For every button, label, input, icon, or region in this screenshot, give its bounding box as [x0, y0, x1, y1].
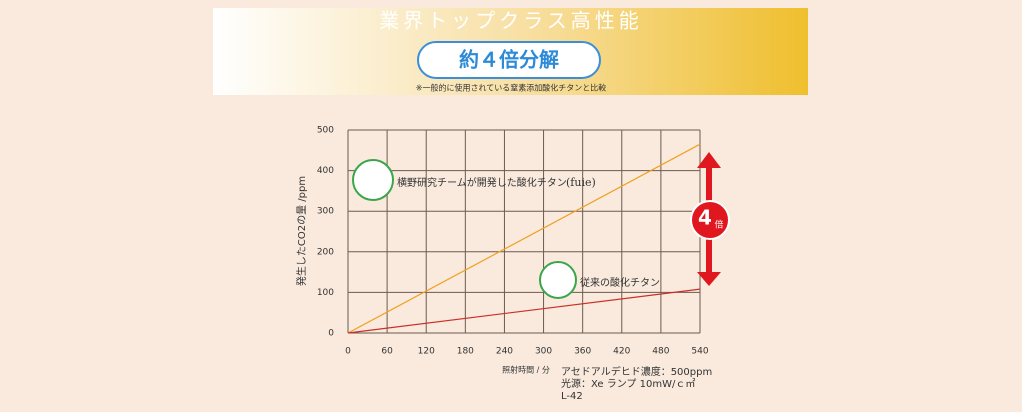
badge-text: 約４倍分解	[459, 48, 559, 72]
x-tick-label: 360	[574, 347, 591, 357]
y-tick-label: 500	[317, 126, 334, 136]
x-tick-label: 480	[652, 347, 669, 357]
x-axis-label: 照射時間 / 分	[502, 365, 550, 375]
y-tick-label: 100	[317, 288, 334, 298]
x-tick-label: 300	[535, 347, 552, 357]
y-axis-label: 発生したCO2の量 /ppm	[295, 176, 308, 286]
banner-title: 業界トップクラス高性能	[379, 9, 643, 33]
x-tick-label: 0	[345, 347, 351, 357]
annotation: 従来の酸化チタン	[580, 276, 660, 289]
y-tick-label: 0	[328, 329, 334, 339]
x-tick-label: 540	[691, 347, 708, 357]
y-tick-label: 400	[317, 166, 334, 176]
annotation-brand: (fuie)	[566, 176, 596, 189]
x-tick-label: 420	[613, 347, 630, 357]
x-tick-label: 60	[381, 347, 393, 357]
banner-note: ※一般的に使用されている窒素添加酸化チタンと比較	[416, 83, 606, 93]
condition: 光源：Xe ランプ 10mW/ｃ㎡	[561, 377, 695, 390]
annotation: 横野研究チームが開発した酸化チタン	[397, 176, 567, 189]
y-tick-label: 300	[317, 207, 334, 217]
ratio-number: 4	[698, 206, 712, 230]
ratio-unit: 倍	[714, 219, 723, 231]
ratio-arrow-head	[697, 152, 721, 168]
icon	[539, 261, 577, 299]
x-tick-label: 240	[496, 347, 513, 357]
icon	[352, 159, 394, 201]
ratio-arrow-head	[697, 272, 721, 286]
x-tick-label: 120	[418, 347, 435, 357]
condition: アセドアルデヒド濃度：500ppm	[561, 365, 712, 378]
plot: 0 100 200 300 400 500 0 60 120 180 240 300 360 420 480…	[317, 126, 709, 357]
ratio-badge	[690, 200, 730, 240]
y-tick-label: 200	[317, 247, 334, 257]
series-line	[347, 143, 701, 334]
condition: L-42	[561, 391, 583, 402]
series-line	[347, 288, 701, 334]
x-tick-label: 180	[457, 347, 474, 357]
badge-pill	[417, 41, 601, 79]
